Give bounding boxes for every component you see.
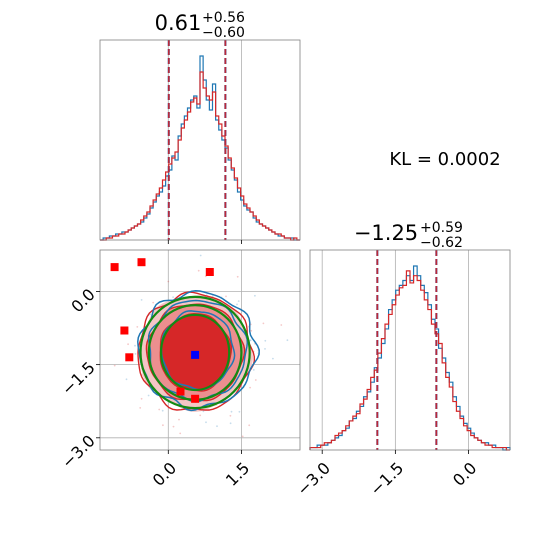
joint-y-ticklabel: 0.0: [67, 285, 98, 316]
x2-histogram-ticklabel: −1.5: [366, 458, 407, 499]
x1-title-value: 0.61: [155, 11, 202, 35]
joint-x-ticklabel: 1.5: [222, 458, 253, 489]
joint-sample-point: [225, 295, 227, 298]
joint-sample-point: [162, 424, 164, 427]
x2-title-value: −1.25: [354, 221, 418, 245]
joint-green-ellipse: [159, 313, 231, 392]
joint-sample-point: [140, 299, 143, 301]
x1-histogram-frame: [99, 39, 301, 241]
x2-histogram-blue-series: [309, 265, 511, 451]
joint-density-frame: [99, 249, 301, 451]
joint-sample-point: [178, 418, 180, 421]
joint-sample-point: [280, 324, 283, 326]
joint-red-contour: [145, 303, 246, 402]
x2-title-sup: +0.59: [420, 220, 463, 236]
x1-histogram-panel: 0.61 +0.56 −0.60: [99, 10, 301, 244]
joint-sample-point: [254, 379, 257, 381]
joint-sample-point: [272, 357, 274, 360]
joint-sample-point: [237, 300, 240, 302]
joint-sample-point: [254, 294, 256, 297]
joint-sample-point: [199, 254, 202, 257]
joint-sample-point: [249, 339, 252, 342]
joint-sample-point: [236, 303, 238, 306]
joint-sample-point: [236, 275, 239, 278]
x2-histogram-panel: −1.25 +0.59 −0.62 −3.0 −1.5 0.0: [293, 220, 511, 499]
joint-sample-point: [152, 301, 155, 304]
x1-title-sub: −0.60: [202, 25, 245, 41]
x1-histogram-red-series: [100, 71, 300, 241]
joint-sample-point: [172, 425, 175, 428]
joint-sample-point: [158, 408, 161, 411]
joint-sample-point: [229, 422, 232, 425]
joint-sample-point: [139, 407, 142, 409]
joint-sample-point: [149, 313, 152, 316]
joint-sample-point: [216, 425, 218, 428]
joint-sample-point: [167, 280, 170, 283]
joint-red-marker: [137, 258, 146, 267]
joint-sample-point: [202, 410, 205, 413]
joint-red-marker: [176, 387, 185, 396]
joint-sample-point: [125, 378, 128, 381]
joint-blue-marker: [191, 350, 200, 359]
joint-sample-point: [205, 421, 207, 424]
joint-sample-point: [172, 296, 175, 298]
joint-sample-point: [286, 339, 289, 342]
joint-blue-contour: [147, 299, 249, 403]
joint-sample-point: [264, 348, 266, 350]
joint-sample-point: [179, 432, 182, 435]
joint-red-marker: [110, 263, 119, 272]
joint-red-marker: [120, 326, 129, 335]
joint-x-ticklabel: 0.0: [149, 458, 180, 489]
joint-green-ellipse: [139, 295, 251, 410]
joint-sample-point: [197, 269, 200, 272]
joint-sample-point: [211, 295, 214, 297]
joint-sample-point: [248, 424, 251, 427]
joint-red-contour: [137, 291, 255, 411]
joint-y-ticklabel: −3.0: [58, 431, 99, 472]
joint-sample-point: [199, 414, 202, 417]
joint-sample-point: [238, 410, 241, 413]
joint-sample-point: [241, 435, 244, 438]
x2-title-sub: −0.62: [420, 235, 463, 251]
joint-sample-point: [113, 364, 116, 367]
kl-annotation: KL = 0.0002: [389, 149, 500, 170]
joint-sample-point: [134, 353, 137, 355]
joint-sample-point: [136, 326, 139, 328]
joint-sample-point: [250, 329, 253, 332]
x2-title: −1.25: [354, 221, 418, 245]
x2-histogram-frame: [309, 249, 511, 451]
x1-title: 0.61: [155, 11, 202, 35]
joint-sample-point: [134, 344, 136, 347]
joint-blue-contour: [137, 289, 260, 412]
x2-histogram-red-series: [309, 270, 510, 451]
joint-sample-point: [147, 394, 150, 397]
joint-y-ticklabel: −1.5: [58, 358, 99, 399]
joint-red-marker: [205, 268, 214, 276]
joint-sample-point: [127, 343, 129, 346]
x2-histogram-ticklabel: 0.0: [449, 458, 480, 489]
joint-sample-point: [230, 410, 233, 413]
joint-density-panel: 0.0 1.5 −3.0 −1.5 0.0: [58, 249, 301, 490]
joint-sample-point: [249, 386, 252, 389]
joint-sample-point: [264, 339, 267, 342]
joint-sample-point: [161, 409, 164, 412]
x2-histogram-ticklabel: −3.0: [293, 458, 334, 499]
joint-sample-point: [229, 414, 232, 417]
joint-sample-point: [140, 397, 143, 400]
joint-red-marker: [125, 353, 134, 362]
joint-sample-point: [262, 322, 265, 325]
joint-sample-point: [252, 369, 255, 371]
x1-title-sup: +0.56: [202, 10, 245, 26]
joint-red-marker: [191, 394, 200, 403]
